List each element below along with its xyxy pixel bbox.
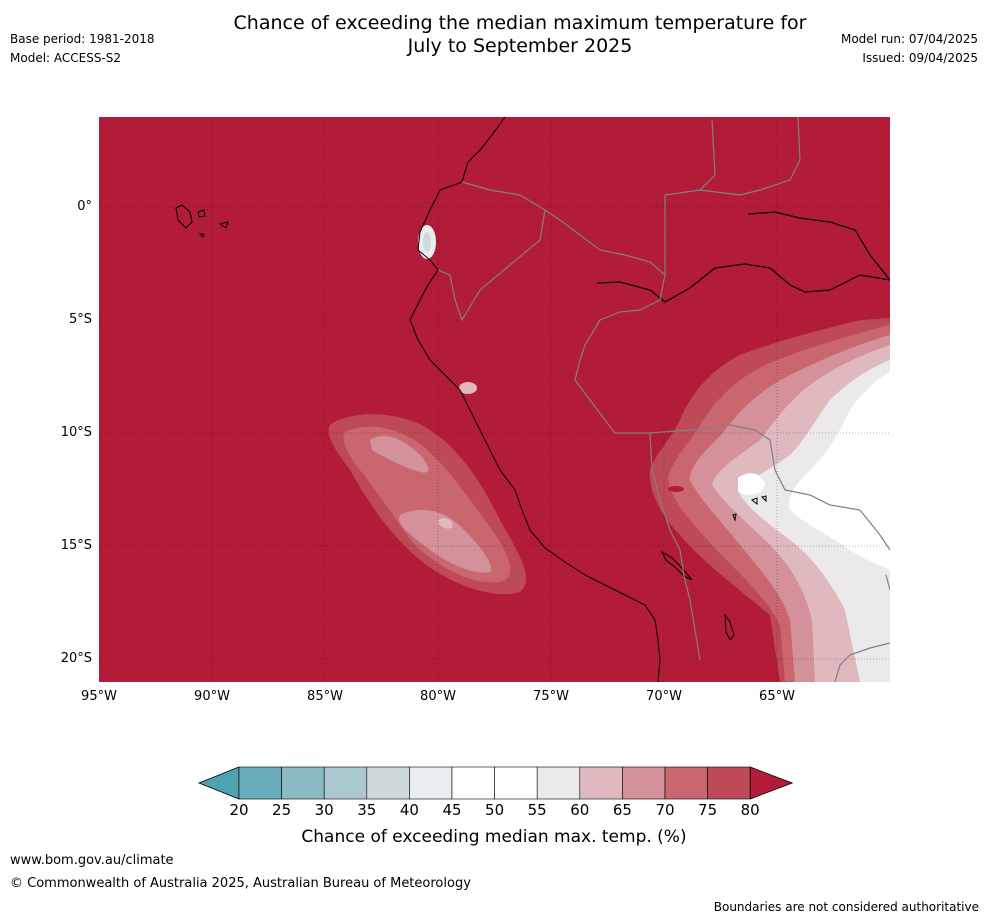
- issued-date: Issued: 09/04/2025: [862, 51, 978, 65]
- small-lakes: [724, 495, 767, 641]
- title-line-2: July to September 2025: [407, 35, 633, 57]
- offshore-anomaly: [328, 414, 527, 595]
- longitude-label: 95°W: [81, 689, 117, 704]
- colorbar-tick-label: 75: [698, 801, 718, 819]
- colorbar-title: Chance of exceeding median max. temp. (%…: [301, 827, 687, 847]
- model-name: Model: ACCESS-S2: [10, 51, 122, 65]
- colorbar-segment: [238, 766, 282, 800]
- contour-65: [370, 435, 491, 573]
- longitude-label: 90°W: [194, 689, 230, 704]
- contour-50-east: [789, 372, 890, 570]
- colorbar-tick-label: 20: [229, 801, 249, 819]
- colorbar-tick-label: 55: [527, 801, 547, 819]
- map-area: [99, 117, 890, 682]
- latitude-label: 20°S: [60, 651, 92, 666]
- website-link[interactable]: www.bom.gov.au/climate: [10, 853, 174, 868]
- title-line-1: Chance of exceeding the median maximum t…: [233, 12, 807, 34]
- colorbar-tick-label: 80: [740, 801, 760, 819]
- colorbar-tick-label: 65: [612, 801, 632, 819]
- colorbar-segment: [494, 766, 538, 800]
- eastern-anomaly: [649, 318, 890, 682]
- latitude-label: 10°S: [60, 425, 92, 440]
- colorbar-extend-high: [749, 766, 794, 800]
- coastal-spot-peru: [459, 382, 477, 394]
- copyright-notice: © Commonwealth of Australia 2025, Austra…: [10, 876, 471, 891]
- colorbar-segment: [579, 766, 623, 800]
- colorbar-extend-low: [197, 766, 240, 800]
- white-pocket: [738, 473, 765, 496]
- longitude-label: 85°W: [307, 689, 343, 704]
- colorbar-tick-label: 50: [485, 801, 505, 819]
- boundary-disclaimer: Boundaries are not considered authoritat…: [713, 900, 979, 914]
- map-title: Chance of exceeding the median maximum t…: [0, 12, 988, 58]
- colorbar-tick-label: 60: [570, 801, 590, 819]
- river-amazon: [596, 263, 890, 303]
- coastline: [409, 117, 661, 682]
- model-run-date: Model run: 07/04/2025: [840, 32, 978, 46]
- river-north: [747, 211, 890, 281]
- longitude-label: 70°W: [646, 689, 682, 704]
- galapagos-islands: [175, 204, 229, 238]
- colorbar-tick-label: 35: [357, 801, 377, 819]
- colorbar-segment: [536, 766, 581, 800]
- spot-bolivia: [668, 486, 684, 492]
- colorbar-segment: [323, 766, 368, 800]
- gridlines: [99, 117, 890, 682]
- longitude-label: 75°W: [533, 689, 569, 704]
- colorbar-tick-label: 70: [655, 801, 675, 819]
- latitude-label: 5°S: [68, 312, 92, 327]
- latitude-label: 0°: [77, 199, 92, 214]
- lake-titicaca: [660, 550, 693, 581]
- coastal-spot-ecuador-core: [423, 232, 431, 252]
- colorbar-tick-label: 40: [399, 801, 419, 819]
- colorbar-tick-label: 45: [442, 801, 462, 819]
- longitude-label: 80°W: [420, 689, 456, 704]
- colorbar-segment: [451, 766, 495, 800]
- colorbar-segment: [664, 766, 708, 800]
- latitude-label: 15°S: [60, 538, 92, 553]
- longitude-label: 65°W: [759, 689, 795, 704]
- colorbar-segment: [366, 766, 410, 800]
- colorbar-segment: [622, 766, 666, 800]
- colorbar: [197, 766, 794, 800]
- contour-60-offshore: [438, 517, 453, 529]
- base-period: Base period: 1981-2018: [10, 32, 155, 46]
- colorbar-tick-label: 25: [272, 801, 292, 819]
- colorbar-segment: [409, 766, 453, 800]
- colorbar-tick-label: 30: [314, 801, 334, 819]
- colorbar-segment: [707, 766, 751, 800]
- country-borders: [437, 117, 890, 682]
- colorbar-segment: [281, 766, 325, 800]
